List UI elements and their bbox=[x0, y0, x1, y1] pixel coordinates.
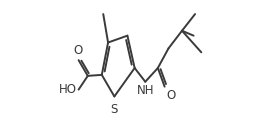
Text: HO: HO bbox=[59, 83, 77, 96]
Text: NH: NH bbox=[137, 84, 155, 97]
Text: O: O bbox=[166, 89, 175, 102]
Text: O: O bbox=[73, 45, 83, 58]
Text: S: S bbox=[111, 103, 118, 116]
